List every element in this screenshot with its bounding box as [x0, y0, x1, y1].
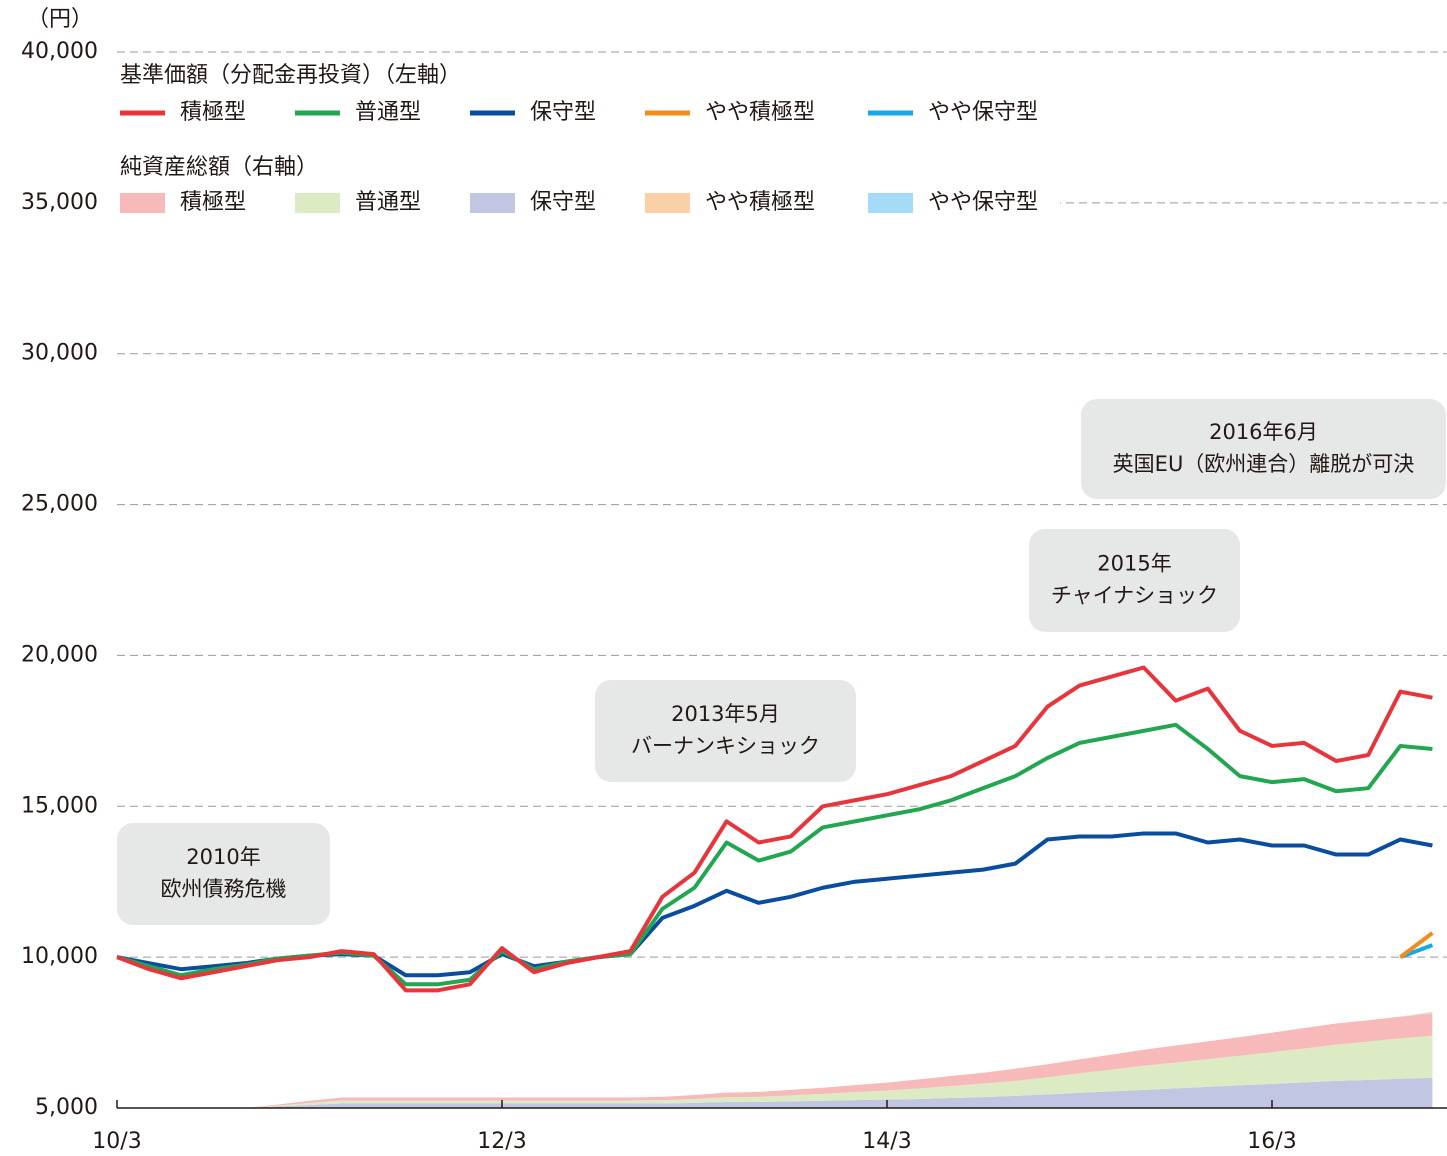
- annotation-box: [117, 823, 330, 925]
- legend-label: やや積極型: [705, 190, 815, 215]
- annotation-text: 2010年: [186, 845, 260, 869]
- legend-swatch: [645, 193, 690, 213]
- legend-label: 保守型: [530, 190, 596, 215]
- unit-label: （円）: [27, 7, 93, 32]
- annotation-box: [595, 680, 856, 782]
- legend-swatch: [120, 193, 165, 213]
- x-tick-label: 12/3: [477, 1129, 526, 1154]
- annotation-text: 2013年5月: [671, 702, 780, 726]
- y-tick-label: 20,000: [21, 642, 98, 667]
- legend-label: 普通型: [355, 190, 421, 215]
- legend-label: 保守型: [530, 100, 596, 125]
- area: [1400, 1012, 1433, 1017]
- y-tick-label: 15,000: [21, 793, 98, 818]
- legend-swatch: [868, 193, 913, 213]
- y-tick-label: 25,000: [21, 492, 98, 517]
- x-tick-label: 16/3: [1247, 1129, 1296, 1154]
- legend-title: 基準価額（分配金再投資）（左軸）: [120, 63, 461, 88]
- x-tick-label: 10/3: [92, 1129, 141, 1154]
- legend-swatch: [295, 193, 340, 213]
- area: [1400, 1012, 1433, 1017]
- annotation-box: [1081, 399, 1446, 499]
- legend-label: 積極型: [180, 100, 246, 125]
- area: [117, 1013, 1433, 1108]
- line: [1399, 931, 1434, 959]
- annotation-text: チャイナショック: [1051, 584, 1218, 608]
- y-tick-label: 30,000: [21, 341, 98, 366]
- annotation-box: [1029, 529, 1240, 632]
- legend-label: 積極型: [180, 190, 246, 215]
- area: [117, 1077, 1433, 1108]
- x-tick-label: 14/3: [862, 1129, 911, 1154]
- annotation-text: 欧州債務危機: [161, 877, 287, 901]
- area: [117, 1035, 1433, 1108]
- legend-label: やや積極型: [705, 100, 815, 125]
- legend-label: やや保守型: [928, 100, 1038, 125]
- line: [116, 665, 1433, 993]
- annotation-text: バーナンキショック: [631, 734, 820, 758]
- annotation-text: 英国EU（欧州連合）離脱が可決: [1113, 452, 1415, 476]
- legend-label: 普通型: [355, 100, 421, 125]
- legend-label: やや保守型: [928, 190, 1038, 215]
- annotation-text: 2015年: [1097, 552, 1171, 576]
- y-tick-label: 35,000: [21, 190, 98, 215]
- legend-title: 純資産総額（右軸）: [120, 155, 318, 180]
- annotation-text: 2016年6月: [1209, 420, 1318, 444]
- y-tick-label: 5,000: [35, 1095, 98, 1120]
- legend-swatch: [470, 193, 515, 213]
- y-tick-label: 10,000: [21, 944, 98, 969]
- y-tick-label: 40,000: [21, 39, 98, 64]
